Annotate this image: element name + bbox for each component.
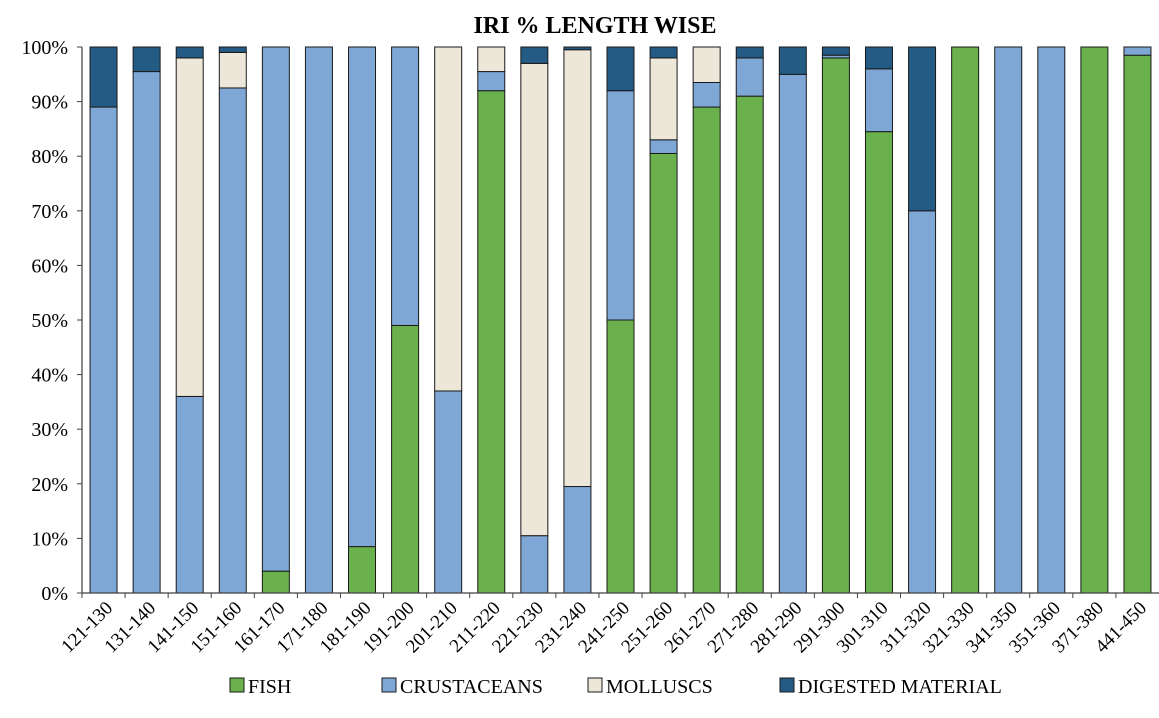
legend-swatch-crustaceans <box>381 677 397 693</box>
y-tick-label: 20% <box>31 474 68 496</box>
bar-segment-crustaceans-131-140 <box>132 71 161 594</box>
bar-segment-fish-261-270 <box>692 106 721 594</box>
chart-title: IRI % LENGTH WISE <box>474 13 717 39</box>
y-tick-label: 10% <box>31 528 68 550</box>
bar-segment-fish-191-200 <box>391 324 420 594</box>
bar-segment-fish-211-220 <box>477 90 506 594</box>
bar-segment-digested-material-281-290 <box>778 46 807 75</box>
y-tick-label: 100% <box>21 37 68 59</box>
bar-segment-crustaceans-341-350 <box>994 46 1023 594</box>
legend-swatch-digested-material <box>779 677 795 693</box>
bar-segment-crustaceans-231-240 <box>563 486 592 594</box>
bar-segment-crustaceans-281-290 <box>778 73 807 594</box>
bar-segment-digested-material-231-240 <box>563 46 592 51</box>
legend-label-crustaceans: CRUSTACEANS <box>400 676 543 698</box>
bar-segment-crustaceans-151-160 <box>218 87 247 594</box>
bar-segment-crustaceans-161-170 <box>261 46 290 572</box>
legend: FISH CRUSTACEANS MOLLUSCS DIGESTED MATERIAL <box>229 676 1002 698</box>
bar-segment-fish-301-310 <box>864 131 893 594</box>
bar-segment-crustaceans-201-210 <box>434 390 463 594</box>
bar-segment-fish-291-300 <box>821 57 850 594</box>
y-tick-label: 40% <box>31 365 68 387</box>
bar-segment-fish-321-330 <box>951 46 980 594</box>
y-tick-label: 90% <box>31 92 68 114</box>
legend-swatch-molluscs <box>587 677 603 693</box>
y-tick-label: 50% <box>31 310 68 332</box>
bar-segment-digested-material-301-310 <box>864 46 893 70</box>
bar-segment-crustaceans-311-320 <box>908 210 937 594</box>
bar-segment-crustaceans-351-360 <box>1037 46 1066 594</box>
bar-segment-crustaceans-241-250 <box>606 90 635 321</box>
bar-segment-fish-181-190 <box>348 546 377 594</box>
bar-segment-molluscs-141-150 <box>175 57 204 397</box>
legend-label-digested-material: DIGESTED MATERIAL <box>798 676 1002 698</box>
bar-segment-crustaceans-271-280 <box>735 57 764 97</box>
bar-segment-digested-material-311-320 <box>908 46 937 212</box>
bar-segment-crustaceans-141-150 <box>175 395 204 594</box>
legend-swatch-fish <box>229 677 245 693</box>
bar-segment-crustaceans-301-310 <box>864 68 893 133</box>
bar-segment-fish-241-250 <box>606 319 635 594</box>
bar-segment-molluscs-261-270 <box>692 46 721 83</box>
bar-segment-fish-371-380 <box>1080 46 1109 594</box>
bar-segment-crustaceans-211-220 <box>477 71 506 92</box>
bar-segment-molluscs-251-260 <box>649 57 678 141</box>
y-tick-label: 0% <box>41 583 68 605</box>
bar-segment-crustaceans-171-180 <box>304 46 333 594</box>
y-tick-label: 70% <box>31 201 68 223</box>
bar-segment-fish-441-450 <box>1123 54 1152 594</box>
bar-segment-digested-material-151-160 <box>218 46 247 53</box>
bar-segment-molluscs-221-230 <box>520 62 549 537</box>
legend-label-fish: FISH <box>248 676 291 698</box>
y-tick-label: 80% <box>31 146 68 168</box>
bar-segment-fish-161-170 <box>261 570 290 594</box>
legend-label-molluscs: MOLLUSCS <box>606 676 713 698</box>
bar-segment-digested-material-141-150 <box>175 46 204 59</box>
bar-segment-molluscs-211-220 <box>477 46 506 73</box>
x-axis-ticks: 121-130131-140141-150151-160161-170171-1… <box>57 593 1151 657</box>
bar-segment-molluscs-201-210 <box>434 46 463 392</box>
bar-segment-molluscs-151-160 <box>218 51 247 89</box>
bar-segment-digested-material-291-300 <box>821 46 850 56</box>
y-axis-ticks: 0% 10% 20% 30% 40% 50% 60% 70% 80% 90% 100% <box>21 37 82 605</box>
bar-segment-crustaceans-251-260 <box>649 139 678 154</box>
bar-segment-digested-material-121-130 <box>89 46 118 108</box>
bar-segment-crustaceans-191-200 <box>391 46 420 326</box>
bars-group <box>89 46 1152 594</box>
bar-segment-digested-material-241-250 <box>606 46 635 92</box>
bar-segment-fish-251-260 <box>649 152 678 594</box>
bar-segment-crustaceans-181-190 <box>348 46 377 548</box>
bar-segment-crustaceans-221-230 <box>520 535 549 594</box>
bar-segment-digested-material-221-230 <box>520 46 549 64</box>
bar-segment-crustaceans-441-450 <box>1123 46 1152 56</box>
bar-segment-digested-material-131-140 <box>132 46 161 73</box>
bar-segment-digested-material-251-260 <box>649 46 678 59</box>
bar-segment-digested-material-271-280 <box>735 46 764 59</box>
bar-segment-crustaceans-121-130 <box>89 106 118 594</box>
bar-segment-crustaceans-261-270 <box>692 81 721 108</box>
y-tick-label: 60% <box>31 255 68 277</box>
y-tick-label: 30% <box>31 419 68 441</box>
bar-segment-molluscs-231-240 <box>563 49 592 488</box>
bar-segment-fish-271-280 <box>735 95 764 594</box>
